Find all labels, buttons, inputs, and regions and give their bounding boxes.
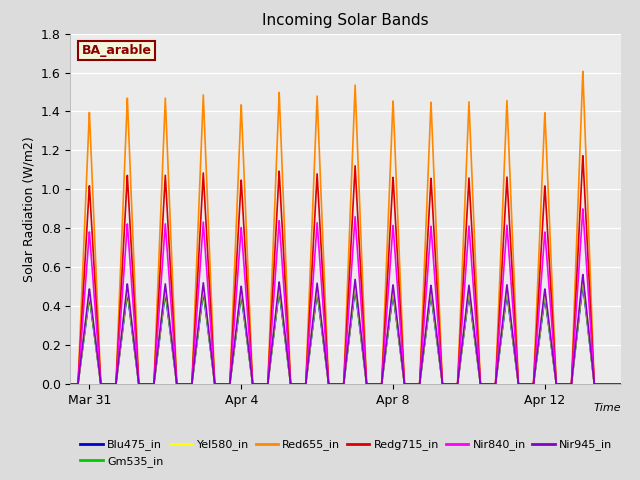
- Legend: Blu475_in, Gm535_in, Yel580_in, Red655_in, Redg715_in, Nir840_in, Nir945_in: Blu475_in, Gm535_in, Yel580_in, Red655_i…: [76, 435, 617, 471]
- Y-axis label: Solar Radiation (W/m2): Solar Radiation (W/m2): [22, 136, 35, 282]
- Title: Incoming Solar Bands: Incoming Solar Bands: [262, 13, 429, 28]
- Text: Time: Time: [593, 403, 621, 413]
- Text: BA_arable: BA_arable: [81, 44, 152, 57]
